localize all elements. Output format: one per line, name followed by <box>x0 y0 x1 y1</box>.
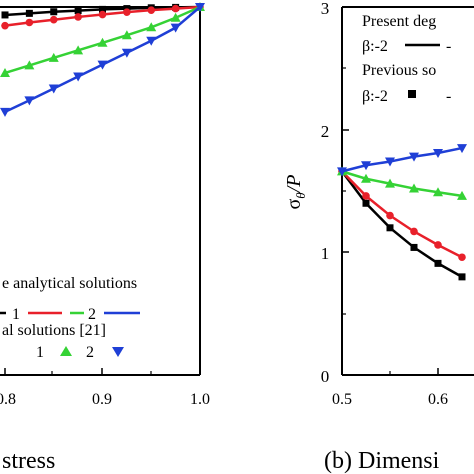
data-point-1 <box>410 227 418 236</box>
data-point-1 <box>123 8 131 16</box>
data-point-0 <box>410 243 418 251</box>
panel-b-ytick-label: 1 <box>321 244 330 263</box>
data-point-0 <box>386 224 394 232</box>
panel-b: 3 2 1 0 0.5 0.6 σθ/P Present deg β:-2 - … <box>283 0 474 474</box>
panel-a-caption: stress <box>2 448 55 474</box>
data-point-2 <box>433 187 443 197</box>
data-point-2 <box>121 30 132 40</box>
panel-b-series-group <box>337 144 467 281</box>
data-point-2 <box>24 60 35 70</box>
data-point-3 <box>337 167 347 177</box>
data-point-3 <box>170 23 181 33</box>
data-point-1 <box>98 10 107 19</box>
data-point-1 <box>458 253 466 262</box>
data-point-3 <box>73 72 84 82</box>
data-point-0 <box>458 273 466 281</box>
panel-a-legend-present-2: 2 <box>88 306 96 323</box>
panel-a-legend-previous-1: 1 <box>36 344 44 361</box>
data-point-1 <box>434 241 442 249</box>
panel-a-xtick-label: 0.9 <box>92 391 112 408</box>
data-point-3 <box>146 36 157 46</box>
panel-b-ytick-label: 2 <box>321 122 330 141</box>
data-point-1 <box>362 192 370 200</box>
panel-a: 0.8 0.9 1.0 e analytical solutions 1 2 a… <box>0 2 210 474</box>
series-line-0 <box>341 170 463 278</box>
data-point-3 <box>97 60 108 70</box>
data-point-3 <box>385 157 395 167</box>
panel-b-legend-marker-black-square <box>408 90 416 98</box>
data-point-0 <box>1 11 9 19</box>
data-point-1 <box>147 6 156 14</box>
data-point-0 <box>50 8 58 16</box>
panel-b-legend-previous-header: Previous so <box>362 62 436 79</box>
panel-a-legend-marker-green-triangle <box>60 346 72 356</box>
data-point-0 <box>434 259 442 267</box>
series-line-1 <box>341 170 463 259</box>
data-point-2 <box>457 190 467 200</box>
panel-b-legend-previous-beta: β:-2 <box>362 88 388 105</box>
panel-b-ylabel-theta: θ <box>293 192 308 199</box>
data-point-1 <box>386 211 394 220</box>
data-point-3 <box>48 84 59 94</box>
data-point-3 <box>0 107 10 117</box>
panel-b-ylabel-sigma: σ <box>283 198 305 209</box>
panel-a-series-group <box>0 2 205 117</box>
panel-a-xtick-label: 1.0 <box>190 391 210 408</box>
panel-a-legend-present-1: 1 <box>12 306 20 323</box>
data-point-2 <box>385 178 395 188</box>
series-line-3 <box>341 146 463 173</box>
data-point-2 <box>361 173 371 183</box>
data-point-2 <box>97 37 108 47</box>
panel-a-xtick-label: 0.8 <box>0 391 16 408</box>
data-point-3 <box>121 48 132 58</box>
data-point-1 <box>74 13 82 21</box>
data-point-0 <box>74 7 82 15</box>
panel-a-legend-marker-blue-triangle <box>112 347 124 357</box>
data-point-2 <box>170 12 181 22</box>
data-point-0 <box>25 9 33 17</box>
data-point-2 <box>409 183 419 193</box>
data-point-1 <box>171 4 180 13</box>
data-point-3 <box>457 144 467 154</box>
panel-a-legend-present-header: e analytical solutions <box>2 275 137 292</box>
panel-b-ylabel: σθ/P <box>283 175 308 210</box>
panel-b-ytick-label: 3 <box>321 0 330 18</box>
data-point-2 <box>146 22 157 32</box>
data-point-0 <box>99 5 106 13</box>
panel-b-caption: (b) Dimensi <box>324 448 440 474</box>
data-point-0 <box>362 199 370 207</box>
data-point-3 <box>409 152 419 162</box>
panel-b-legend-previous-dash: - <box>446 88 451 105</box>
panel-a-legend-previous-header: al solutions [21] <box>2 322 106 339</box>
data-point-1 <box>1 21 9 30</box>
panel-b-ytick-label: 0 <box>321 367 330 386</box>
data-point-3 <box>433 148 443 158</box>
data-point-2 <box>0 67 10 77</box>
data-point-1 <box>25 18 34 27</box>
panel-b-xtick-label: 0.5 <box>332 391 352 408</box>
panel-b-ylabel-rest: /P <box>283 175 305 194</box>
data-point-2 <box>73 45 84 55</box>
data-point-3 <box>361 161 371 171</box>
panel-b-legend-present-dash: - <box>446 38 451 55</box>
data-point-1 <box>49 15 58 24</box>
series-line-2 <box>341 170 463 198</box>
data-point-3 <box>24 96 35 106</box>
panel-b-xtick-label: 0.6 <box>428 391 448 408</box>
data-point-3 <box>195 3 205 12</box>
panel-b-legend-present-beta: β:-2 <box>362 38 388 55</box>
panel-b-legend-present-header: Present deg <box>362 13 436 30</box>
data-point-2 <box>48 52 59 62</box>
panel-a-legend-previous-2: 2 <box>86 344 94 361</box>
